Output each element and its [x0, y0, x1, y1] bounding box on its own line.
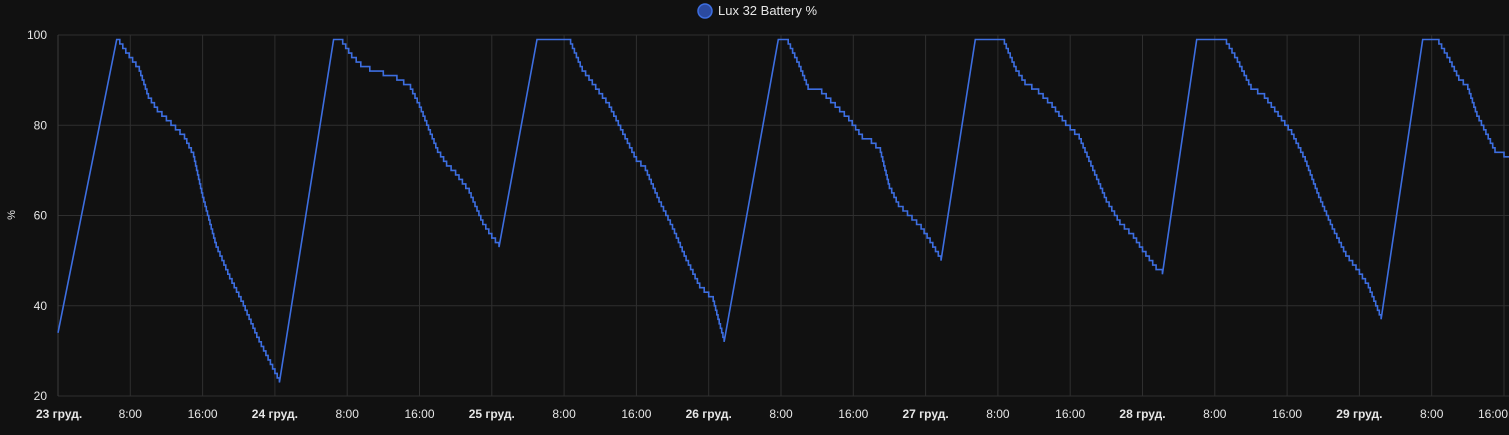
- x-tick-label: 16:00: [838, 407, 868, 421]
- series-layer: [57, 38, 1509, 383]
- x-tick-label: 25 груд.: [469, 407, 515, 421]
- x-tick-label: 8:00: [1420, 407, 1444, 421]
- legend-swatch[interactable]: [697, 3, 713, 19]
- series-line-0[interactable]: [57, 38, 1509, 383]
- x-tick-label: 8:00: [119, 407, 143, 421]
- axis-layer: 100 80 60 40 20 23 груд. 8:00 16:00 24 груд. 8:00…: [27, 28, 1508, 421]
- x-tick-label: 8:00: [769, 407, 793, 421]
- x-tick-label: 28 груд.: [1119, 407, 1165, 421]
- x-tick-label: 16:00: [1478, 407, 1508, 421]
- y-tick-label: 20: [34, 389, 48, 403]
- legend-label[interactable]: Lux 32 Battery %: [718, 3, 817, 18]
- y-tick-label: 80: [34, 118, 48, 132]
- y-tick-label: 60: [34, 209, 48, 223]
- x-tick-label: 23 груд.: [36, 407, 82, 421]
- x-tick-label: 16:00: [188, 407, 218, 421]
- x-tick-label: 8:00: [552, 407, 576, 421]
- y-axis-label: %: [6, 210, 18, 220]
- x-tick-label: 16:00: [1055, 407, 1085, 421]
- x-tick-label: 8:00: [1203, 407, 1227, 421]
- x-tick-label: 24 груд.: [252, 407, 298, 421]
- x-tick-label: 8:00: [336, 407, 360, 421]
- y-tick-label: 40: [34, 299, 48, 313]
- x-tick-label: 8:00: [986, 407, 1010, 421]
- x-tick-label: 16:00: [621, 407, 651, 421]
- grid-layer: [57, 34, 1509, 397]
- x-tick-label: 27 груд.: [903, 407, 949, 421]
- legend[interactable]: Lux 32 Battery %: [697, 3, 817, 19]
- x-tick-label: 29 груд.: [1336, 407, 1382, 421]
- x-tick-label: 16:00: [404, 407, 434, 421]
- x-tick-label: 16:00: [1272, 407, 1302, 421]
- x-tick-label: 26 груд.: [686, 407, 732, 421]
- y-tick-label: 100: [27, 28, 47, 42]
